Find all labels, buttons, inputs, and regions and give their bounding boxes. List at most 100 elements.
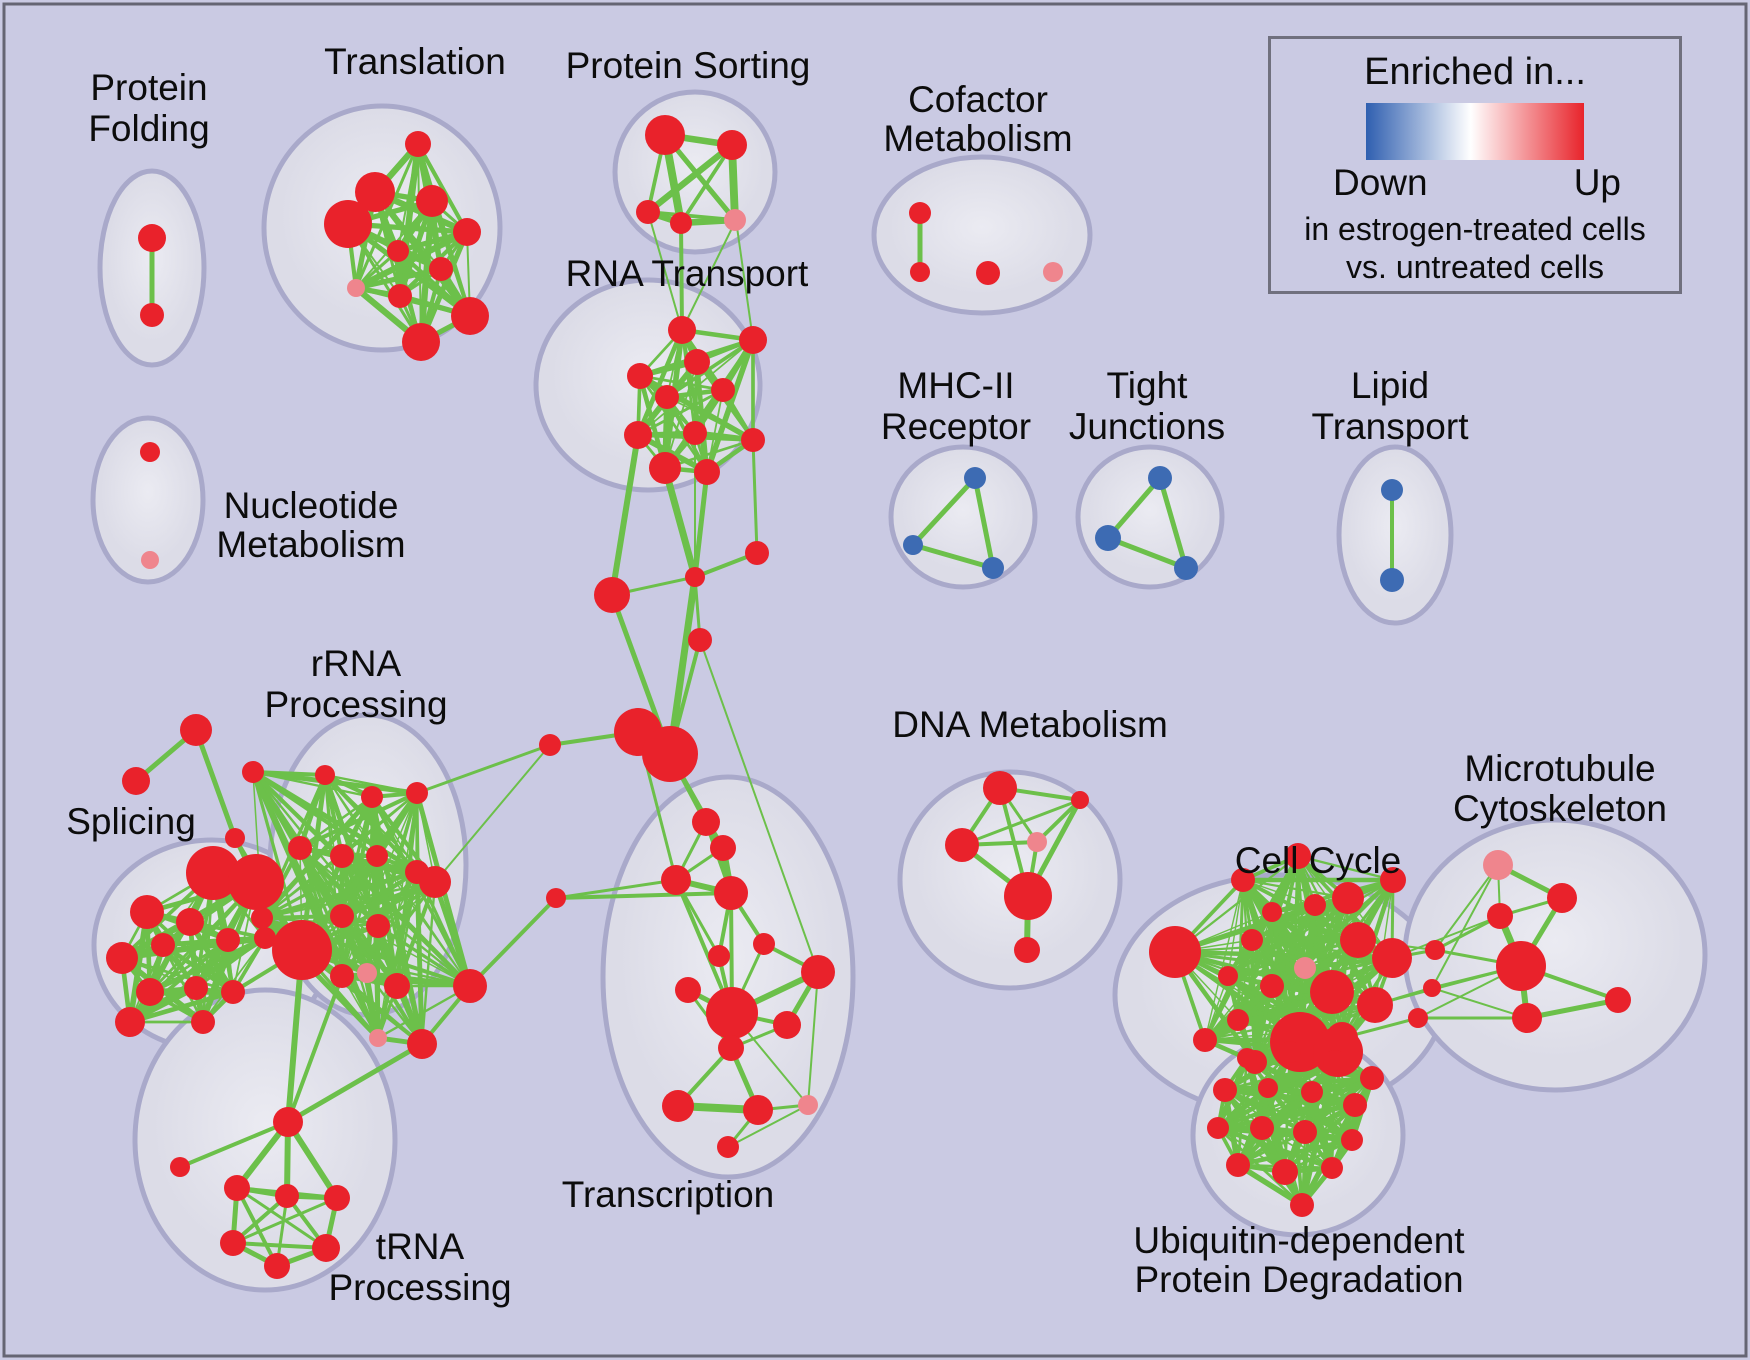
- node-mhc-ii-receptor: [982, 557, 1004, 579]
- edge-rna-transport: [665, 338, 755, 399]
- edge-splicing: [161, 943, 205, 1024]
- node-rna-transport: [624, 421, 652, 449]
- cluster-label-microtubule-cytoskeleton: Microtubule: [1464, 748, 1655, 789]
- cluster-label-trna-processing: Processing: [328, 1267, 511, 1308]
- node-trna-processing: [220, 1230, 246, 1256]
- node-translation: [347, 279, 365, 297]
- node-mhc-ii-receptor: [903, 535, 923, 555]
- node-transcription: [753, 933, 775, 955]
- node-connector: [225, 828, 245, 848]
- edge-rrna-processing: [260, 854, 379, 920]
- edge-dna-metabolism: [1035, 798, 1082, 844]
- node-rrna-processing: [384, 973, 410, 999]
- node-ubiquitin-degradation: [1258, 1078, 1278, 1098]
- cluster-label-tight-junctions: Tight: [1107, 365, 1189, 406]
- node-cell-cycle: [1285, 843, 1311, 869]
- node-cell-cycle: [1149, 926, 1201, 978]
- cluster-label-nucleotide-metabolism: Nucleotide: [224, 485, 399, 526]
- node-trna-processing: [264, 1253, 290, 1279]
- legend-ends-row: Down Up: [1271, 160, 1679, 204]
- edge-cell-cycle: [1173, 854, 1300, 954]
- node-translation: [405, 131, 431, 157]
- node-connector: [642, 726, 698, 782]
- edge-microtubule-cytoskeleton: [1431, 987, 1528, 1019]
- edge-tight-junctions: [1105, 535, 1189, 571]
- edge-mhc-ii-receptor: [910, 475, 978, 548]
- edge-splicing: [200, 937, 231, 1025]
- node-rrna-processing: [406, 782, 428, 804]
- edge-rrna-processing: [432, 879, 473, 989]
- node-lipid-transport: [1380, 568, 1404, 592]
- node-translation: [324, 200, 372, 248]
- node-rna-transport: [655, 385, 679, 409]
- node-tight-junctions: [1095, 525, 1121, 551]
- node-lipid-transport: [1381, 479, 1403, 501]
- node-rrna-processing: [242, 761, 264, 783]
- node-protein-sorting: [724, 209, 746, 231]
- node-rrna-processing: [315, 765, 335, 785]
- bridge-edge: [735, 219, 754, 341]
- legend-caption-line2: vs. untreated cells: [1346, 249, 1604, 285]
- edge-ubiquitin-degradation: [1299, 1102, 1358, 1208]
- cluster-label-rrna-processing: rRNA: [311, 643, 402, 684]
- edge-translation: [415, 141, 470, 235]
- node-translation: [402, 323, 440, 361]
- node-trna-processing: [275, 1184, 299, 1208]
- node-cell-cycle: [1380, 867, 1406, 893]
- edge-ubiquitin-degradation: [1235, 1162, 1305, 1208]
- edge-transcription: [727, 1104, 809, 1148]
- nodes-layer: [106, 115, 1631, 1279]
- legend-down-label: Down: [1333, 162, 1428, 203]
- node-microtubule-cytoskeleton: [1483, 850, 1513, 880]
- edge-rrna-processing: [376, 984, 472, 1040]
- bridge-edge: [647, 211, 683, 331]
- node-microtubule-cytoskeleton: [1487, 903, 1513, 929]
- node-cell-cycle: [1332, 882, 1364, 914]
- edge-splicing: [127, 909, 150, 1025]
- node-transcription: [708, 945, 730, 967]
- cluster-label-rrna-processing: Processing: [264, 684, 447, 725]
- node-rrna-processing: [419, 866, 451, 898]
- edge-dna-metabolism: [960, 798, 1082, 847]
- edge-rrna-processing: [340, 854, 379, 978]
- bridge-edge: [468, 896, 558, 988]
- node-dna-metabolism: [983, 771, 1017, 805]
- edge-trna-processing: [235, 1186, 328, 1250]
- node-translation: [355, 172, 395, 212]
- node-translation: [387, 240, 409, 262]
- node-ubiquitin-degradation: [1301, 1081, 1323, 1103]
- edge-cell-cycle: [1250, 938, 1394, 960]
- node-rrna-processing: [361, 786, 383, 808]
- cluster-label-lipid-transport: Transport: [1312, 406, 1470, 447]
- node-microtubule-cytoskeleton: [1547, 883, 1577, 913]
- edge-rrna-processing: [339, 879, 438, 919]
- node-rna-transport: [649, 452, 681, 484]
- cluster-label-splicing: Splicing: [66, 801, 196, 842]
- edge-rrna-processing: [364, 970, 381, 1041]
- cluster-ellipse-tight-junctions: [1075, 444, 1225, 590]
- legend-caption-line1: in estrogen-treated cells: [1304, 211, 1646, 247]
- node-cell-cycle: [1260, 974, 1284, 998]
- cluster-label-protein-folding: Protein: [90, 67, 207, 108]
- edge-translation: [353, 266, 444, 291]
- node-splicing: [221, 980, 245, 1004]
- bridge-edge: [434, 744, 551, 883]
- legend-gradient-bar: [1366, 103, 1584, 160]
- node-rrna-processing: [330, 904, 354, 928]
- edge-ubiquitin-degradation: [1215, 1102, 1358, 1131]
- node-cell-cycle: [1294, 957, 1316, 979]
- node-cell-cycle: [1193, 1028, 1217, 1052]
- node-microtubule-cytoskeleton: [1423, 979, 1441, 997]
- node-transcription: [798, 1095, 818, 1115]
- node-splicing: [216, 928, 240, 952]
- node-connector: [688, 628, 712, 652]
- node-microtubule-cytoskeleton: [1496, 941, 1546, 991]
- cluster-label-lipid-transport: Lipid: [1351, 365, 1429, 406]
- node-translation: [388, 284, 412, 308]
- node-cell-cycle: [1231, 868, 1255, 892]
- node-dna-metabolism: [1071, 791, 1089, 809]
- node-rrna-processing: [330, 844, 354, 868]
- node-nucleotide-metabolism: [141, 551, 159, 569]
- edge-rrna-processing: [324, 774, 471, 987]
